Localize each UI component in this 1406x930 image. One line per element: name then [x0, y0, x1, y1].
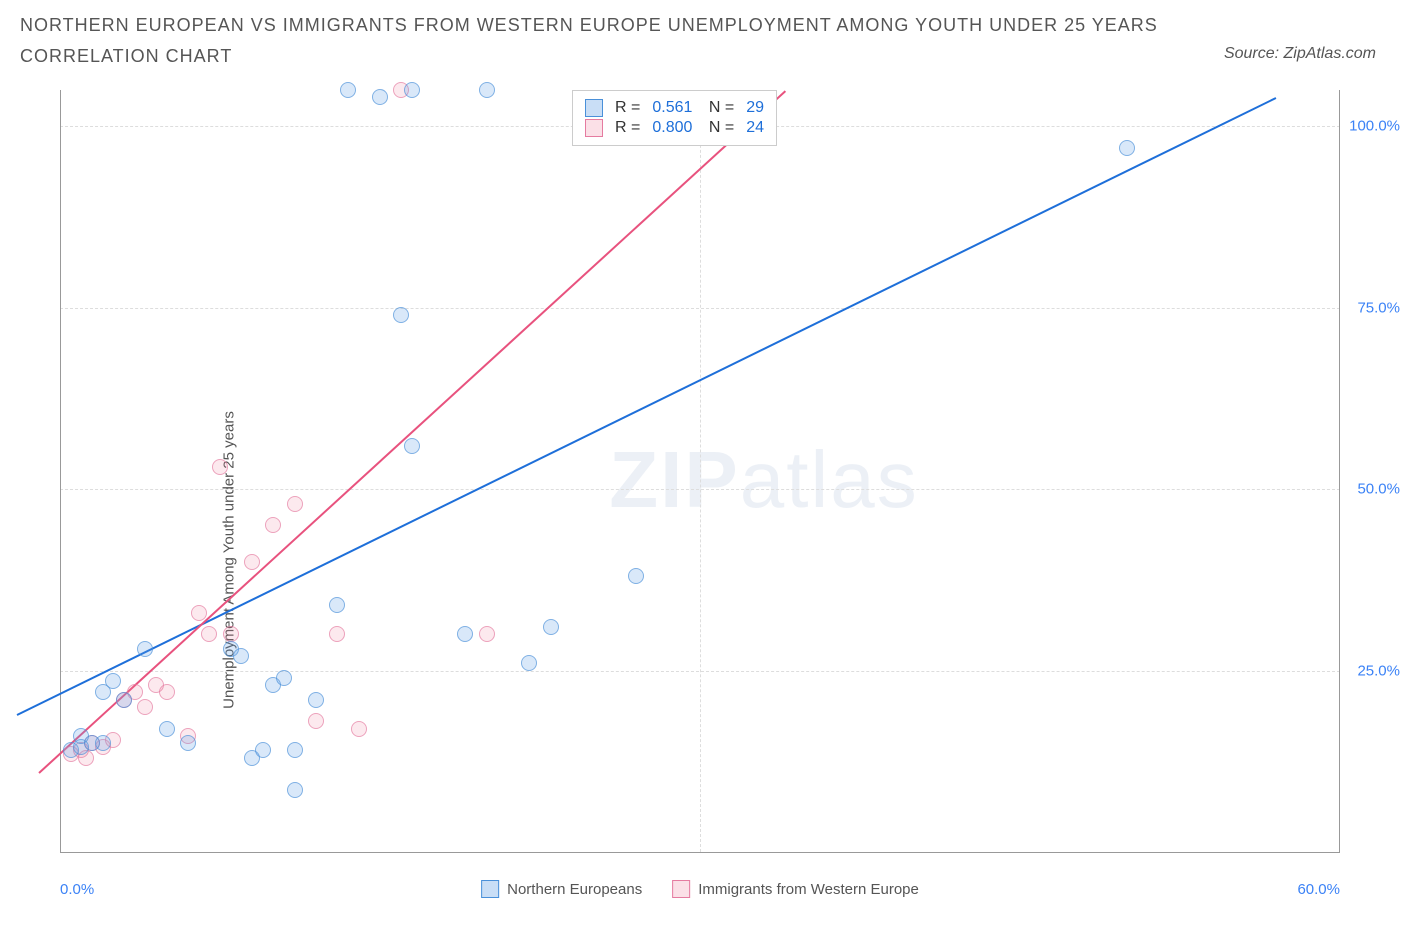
stats-n-value: 29 [746, 99, 764, 117]
data-point [404, 82, 420, 98]
data-point [308, 713, 324, 729]
data-point [329, 626, 345, 642]
x-tick-label: 60.0% [1297, 881, 1340, 898]
legend-swatch-pink [672, 880, 690, 898]
data-point [137, 699, 153, 715]
data-point [191, 605, 207, 621]
legend-item: Immigrants from Western Europe [672, 880, 919, 898]
watermark-bold: ZIP [609, 435, 739, 524]
y-tick-label: 50.0% [1357, 481, 1400, 498]
y-tick-label: 25.0% [1357, 662, 1400, 679]
data-point [287, 742, 303, 758]
legend-item: Northern Europeans [481, 880, 642, 898]
chart-title: NORTHERN EUROPEAN VS IMMIGRANTS FROM WES… [20, 15, 1158, 67]
legend-label: Northern Europeans [507, 881, 642, 898]
data-point [404, 438, 420, 454]
stats-n-label: N = [704, 99, 734, 117]
data-point [479, 82, 495, 98]
stats-r-value: 0.800 [652, 119, 692, 137]
data-point [543, 619, 559, 635]
stats-n-label: N = [704, 119, 734, 137]
trend-line-blue [17, 97, 1277, 716]
data-point [265, 517, 281, 533]
data-point [159, 721, 175, 737]
data-point [628, 568, 644, 584]
data-point [276, 670, 292, 686]
stats-n-value: 24 [746, 119, 764, 137]
x-tick-label: 0.0% [60, 881, 94, 898]
data-point [340, 82, 356, 98]
data-point [521, 655, 537, 671]
data-point [244, 554, 260, 570]
y-tick-label: 75.0% [1357, 299, 1400, 316]
data-point [308, 692, 324, 708]
data-point [212, 459, 228, 475]
stats-row: R = 0.800 N = 24 [585, 119, 764, 137]
title-line-1: NORTHERN EUROPEAN VS IMMIGRANTS FROM WES… [20, 15, 1158, 36]
data-point [1119, 140, 1135, 156]
data-point [105, 673, 121, 689]
chart-area: Unemployment Among Youth under 25 years … [60, 90, 1340, 870]
data-point [201, 626, 217, 642]
data-point [116, 692, 132, 708]
data-point [372, 89, 388, 105]
data-point [457, 626, 473, 642]
y-tick-label: 100.0% [1349, 118, 1400, 135]
stats-row: R = 0.561 N = 29 [585, 99, 764, 117]
legend-swatch-pink [585, 119, 603, 137]
legend-label: Immigrants from Western Europe [698, 881, 919, 898]
watermark-light: atlas [740, 435, 919, 524]
title-line-2: CORRELATION CHART [20, 46, 1158, 67]
data-point [180, 735, 196, 751]
data-point [233, 648, 249, 664]
data-point [479, 626, 495, 642]
data-point [351, 721, 367, 737]
stats-r-label: R = [615, 119, 640, 137]
x-axis [60, 852, 1340, 853]
source-attribution: Source: ZipAtlas.com [1224, 45, 1376, 63]
data-point [159, 684, 175, 700]
legend-swatch-blue [585, 99, 603, 117]
plot-region: ZIPatlas 25.0%50.0%75.0%100.0%0.0%60.0%R… [60, 90, 1340, 870]
watermark: ZIPatlas [609, 434, 918, 526]
data-point [73, 728, 89, 744]
gridline-vertical [700, 90, 701, 852]
stats-box: R = 0.561 N = 29 R = 0.800 N = 24 [572, 90, 777, 146]
data-point [393, 307, 409, 323]
data-point [329, 597, 345, 613]
data-point [95, 735, 111, 751]
y-axis-right [1339, 90, 1340, 852]
data-point [287, 782, 303, 798]
data-point [287, 496, 303, 512]
data-point [137, 641, 153, 657]
bottom-legend: Northern Europeans Immigrants from Wester… [481, 880, 919, 898]
data-point [255, 742, 271, 758]
stats-r-value: 0.561 [652, 99, 692, 117]
y-axis [60, 90, 61, 852]
legend-swatch-blue [481, 880, 499, 898]
stats-r-label: R = [615, 99, 640, 117]
